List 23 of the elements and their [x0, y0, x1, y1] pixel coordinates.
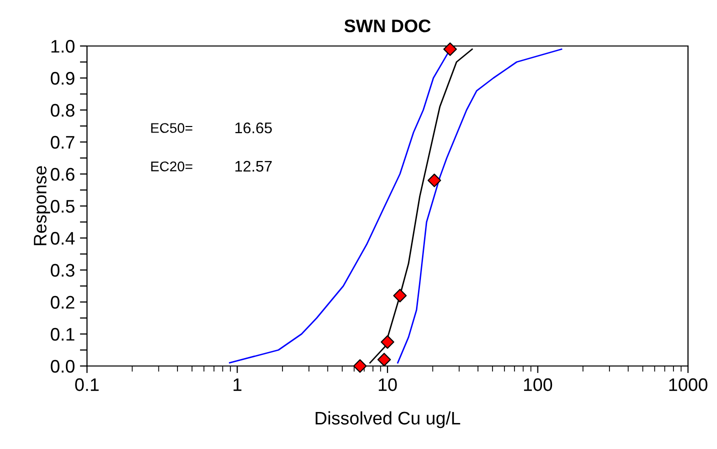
y-tick-label: 0.7: [50, 136, 74, 149]
y-tick-label: 1.0: [51, 40, 74, 53]
y-tick-label: 0.3: [50, 264, 74, 277]
y-tick-label: 0.5: [50, 200, 74, 213]
y-tick-label: 0.0: [50, 360, 74, 373]
y-tick-label: 0.8: [50, 104, 74, 117]
y-tick-label: 0.6: [50, 168, 74, 181]
chart-title: SWN DOC: [344, 20, 431, 32]
y-tick-label: 0.2: [50, 296, 74, 309]
x-tick-label: 1: [234, 378, 242, 391]
annotation: EC50=: [151, 123, 192, 133]
y-tick-label: 0.1: [50, 328, 74, 341]
x-tick-label: 100: [524, 378, 552, 392]
x-axis-title: Dissolved Cu ug/L: [316, 411, 460, 428]
y-axis-title: Response: [34, 166, 50, 246]
x-tick-label: 10: [378, 378, 397, 392]
y-tick-label: 0.9: [50, 72, 74, 85]
x-tick-label: 0.1: [75, 378, 99, 392]
y-tick-label: 0.4: [50, 232, 75, 245]
annotation: 12.57: [235, 160, 272, 172]
annotation: EC20=: [151, 161, 192, 172]
annotation: 16.65: [235, 122, 272, 134]
x-tick-label: 1000: [669, 378, 708, 392]
